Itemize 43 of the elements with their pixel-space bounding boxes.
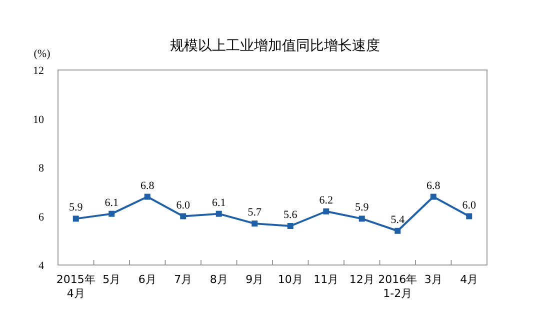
point [216, 210, 222, 217]
data-label: 6.8 [426, 180, 441, 192]
x-tick-label: 4月 [460, 273, 478, 286]
y-tick-label: 4 [38, 260, 44, 272]
point [108, 210, 115, 217]
point [180, 213, 186, 220]
point [72, 216, 79, 222]
x-tick-label: 2016年 1-2月 [378, 273, 418, 300]
x-tick-label: 2015年 4月 [56, 273, 96, 300]
data-label: 6.0 [462, 199, 476, 212]
x-tick-label: 6月 [138, 273, 156, 286]
point [323, 208, 330, 214]
y-tick-label: 8 [38, 162, 44, 174]
x-tick-label: 3月 [424, 273, 442, 286]
y-tick-label: 12 [33, 65, 44, 77]
data-label: 5.6 [284, 209, 298, 221]
y-tick-label: 10 [33, 114, 44, 126]
x-tick-label: 10月 [278, 273, 303, 286]
data-label: 5.9 [69, 202, 84, 214]
data-label: 5.7 [248, 206, 262, 219]
x-tick-label: 5月 [102, 273, 121, 286]
point [144, 194, 150, 200]
data-label: 5.9 [355, 202, 370, 214]
x-tick-label: 12月 [349, 273, 374, 286]
y-tick-label: 6 [38, 211, 44, 224]
data-label: 6.1 [212, 196, 226, 209]
point [358, 216, 365, 222]
point [252, 220, 258, 227]
x-tick-label: 8月 [210, 273, 228, 286]
x-tick-label: 9月 [246, 273, 264, 286]
y-axis-title: (%) [34, 48, 51, 60]
x-tick-label: 7月 [174, 273, 192, 286]
point [394, 228, 401, 234]
point [430, 194, 436, 200]
point [287, 223, 294, 229]
data-label: 6.0 [176, 199, 190, 212]
data-label: 6.8 [140, 180, 155, 192]
data-label: 5.4 [390, 214, 405, 226]
data-label: 6.2 [319, 194, 333, 206]
data-label: 6.1 [104, 196, 118, 209]
point [466, 213, 472, 220]
x-tick-label: 11月 [314, 273, 339, 286]
chart-title: 规模以上工业增加值同比增长速度 [170, 38, 380, 54]
